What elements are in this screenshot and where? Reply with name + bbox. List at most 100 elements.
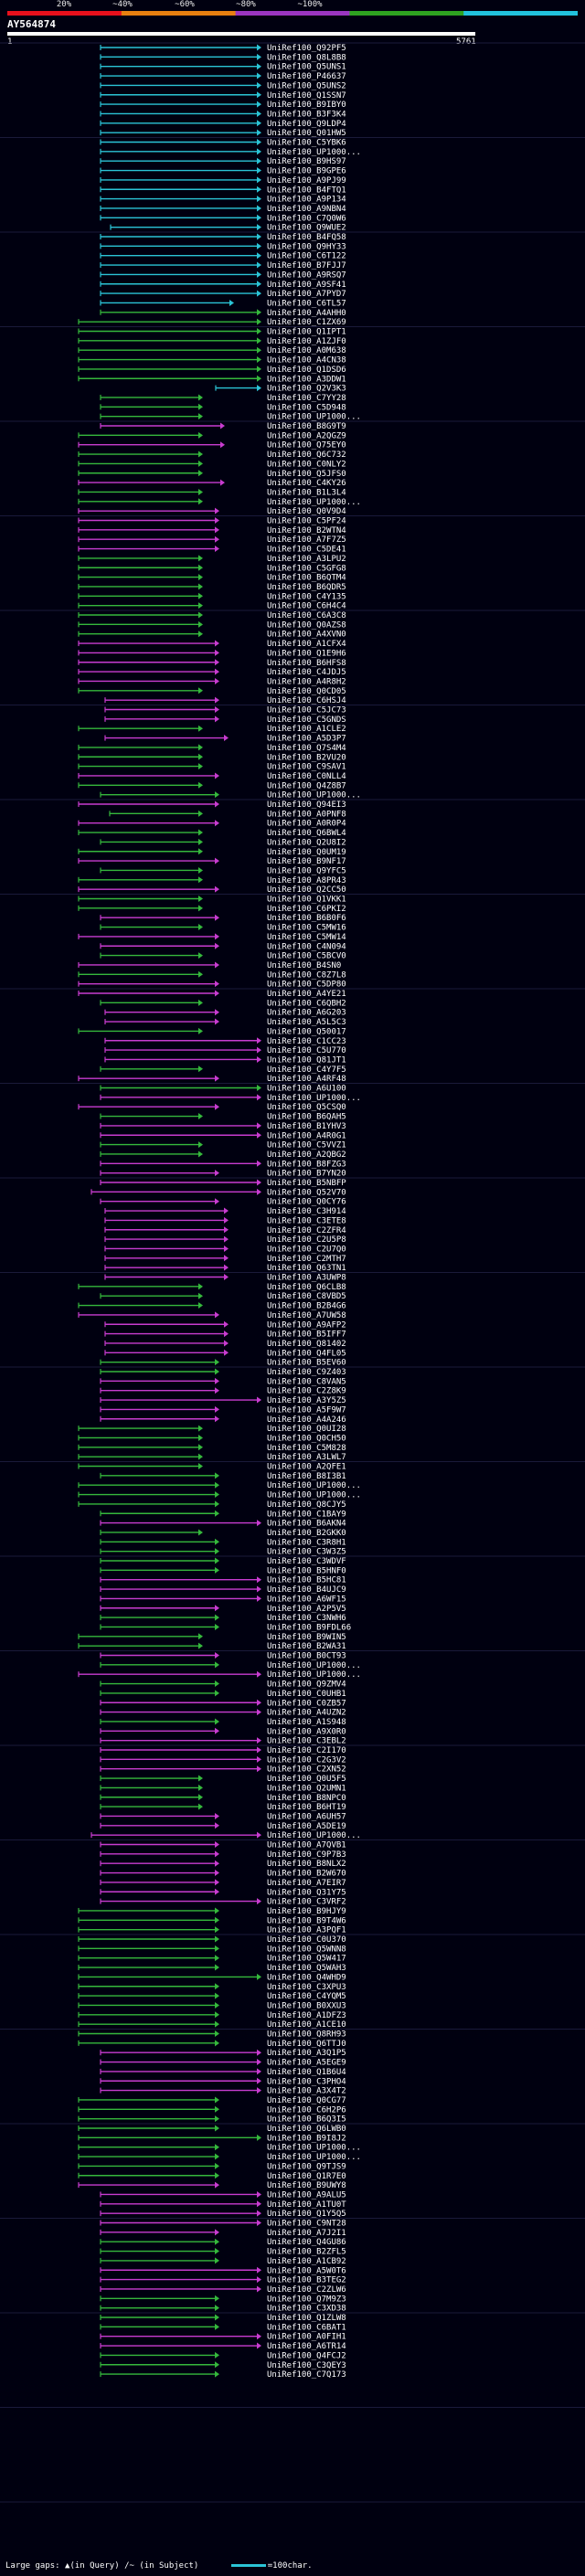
hit-row[interactable]: UniRef100_Q2V3K3 (215, 385, 346, 394)
hit-row[interactable]: UniRef100_Q0CY76 (100, 1198, 346, 1207)
hit-row[interactable]: UniRef100_Q5UNS1 (100, 63, 346, 72)
hit-row[interactable]: UniRef100_Q0V9D4 (78, 507, 346, 516)
hit-row[interactable]: UniRef100_A1ZJF0 (78, 337, 346, 346)
hit-id-label[interactable]: UniRef100_C4YQM5 (267, 1992, 346, 2001)
hit-row[interactable]: UniRef100_A1TU0T (100, 2200, 346, 2210)
hit-id-label[interactable]: UniRef100_A4A246 (267, 1415, 346, 1425)
hit-id-label[interactable]: UniRef100_C5GFG8 (267, 564, 346, 573)
hit-id-label[interactable]: UniRef100_B2ZFL5 (267, 2248, 346, 2257)
hit-id-label[interactable]: UniRef100_B6Q3I5 (267, 2115, 346, 2125)
hit-row[interactable]: UniRef100_C2Z8K9 (100, 1387, 346, 1396)
hit-id-label[interactable]: UniRef100_A3UWP8 (267, 1274, 346, 1283)
hit-id-label[interactable]: UniRef100_B5EV60 (267, 1359, 346, 1368)
hit-row[interactable]: UniRef100_A9ALU5 (100, 2190, 346, 2200)
hit-id-label[interactable]: UniRef100_C3WDVF (267, 1557, 346, 1566)
hit-row[interactable]: UniRef100_Q1B6U4 (100, 2068, 346, 2077)
hit-id-label[interactable]: UniRef100_C2Z8K9 (267, 1387, 346, 1396)
hit-row[interactable]: UniRef100_Q1VKK1 (78, 896, 346, 905)
hit-id-label[interactable]: UniRef100_B2W670 (267, 1870, 346, 1879)
hit-row[interactable]: UniRef100_C7Q0W6 (100, 214, 346, 223)
hit-row[interactable]: UniRef100_A7UW58 (78, 1311, 346, 1320)
hit-id-label[interactable]: UniRef100_A4AHH0 (267, 309, 346, 318)
hit-row[interactable]: UniRef100_UP1000... (100, 413, 361, 422)
hit-id-label[interactable]: UniRef100_C3NWH6 (267, 1614, 346, 1623)
hit-id-label[interactable]: UniRef100_B8FZG3 (267, 1160, 346, 1169)
hit-row[interactable]: UniRef100_Q31Y75 (100, 1888, 346, 1897)
hit-row[interactable]: UniRef100_A3UWP8 (104, 1274, 346, 1283)
hit-id-label[interactable]: UniRef100_B8NPC0 (267, 1794, 346, 1803)
hit-id-label[interactable]: UniRef100_C0NLY2 (267, 460, 346, 469)
hit-id-label[interactable]: UniRef100_Q9ZMV4 (267, 1680, 346, 1690)
hit-id-label[interactable]: UniRef100_Q8CJY5 (267, 1500, 346, 1510)
hit-row[interactable]: UniRef100_UP1000... (78, 1670, 361, 1680)
hit-id-label[interactable]: UniRef100_B6QAH5 (267, 1113, 346, 1122)
hit-row[interactable]: UniRef100_A9PJ99 (100, 176, 346, 186)
hit-id-label[interactable]: UniRef100_Q4Z8B7 (267, 781, 346, 790)
hit-row[interactable]: UniRef100_C6H4C4 (78, 602, 346, 611)
hit-id-label[interactable]: UniRef100_B4FTQ1 (267, 186, 346, 195)
hit-id-label[interactable]: UniRef100_C6TL57 (267, 299, 346, 308)
hit-row[interactable]: UniRef100_C8Z7L8 (78, 970, 346, 980)
hit-row[interactable]: UniRef100_C4JDJ5 (78, 668, 346, 677)
hit-id-label[interactable]: UniRef100_Q2U8I2 (267, 838, 346, 847)
hit-id-label[interactable]: UniRef100_A5DE19 (267, 1822, 346, 1831)
hit-id-label[interactable]: UniRef100_C4JDJ5 (267, 668, 346, 677)
hit-id-label[interactable]: UniRef100_C6QBH2 (267, 999, 346, 1008)
hit-id-label[interactable]: UniRef100_B1YHV3 (267, 1122, 346, 1131)
hit-row[interactable]: UniRef100_C5D948 (100, 403, 346, 412)
hit-row[interactable]: UniRef100_C3W3Z5 (100, 1548, 346, 1557)
hit-id-label[interactable]: UniRef100_UP1000... (267, 1661, 361, 1670)
hit-id-label[interactable]: UniRef100_B2WA31 (267, 1642, 346, 1651)
hit-id-label[interactable]: UniRef100_C9NT28 (267, 2220, 346, 2229)
hit-id-label[interactable]: UniRef100_Q6C732 (267, 451, 346, 460)
hit-row[interactable]: UniRef100_B1YHV3 (100, 1122, 346, 1131)
hit-row[interactable]: UniRef100_B6AKN4 (100, 1520, 346, 1529)
hit-row[interactable]: UniRef100_B2B4G6 (78, 1302, 346, 1311)
hit-row[interactable]: UniRef100_A5D3P7 (104, 735, 346, 744)
hit-id-label[interactable]: UniRef100_Q1SSN7 (267, 91, 346, 101)
hit-row[interactable]: UniRef100_Q94EI3 (78, 800, 346, 810)
hit-row[interactable]: UniRef100_B8I3B1 (100, 1472, 346, 1481)
hit-id-label[interactable]: UniRef100_A1CB92 (267, 2257, 346, 2266)
hit-row[interactable]: UniRef100_A7QVB1 (100, 1841, 346, 1850)
hit-row[interactable]: UniRef100_Q6C732 (78, 451, 346, 460)
hit-id-label[interactable]: UniRef100_Q0CD05 (267, 687, 346, 696)
hit-row[interactable]: UniRef100_A9AFP2 (104, 1320, 346, 1330)
hit-id-label[interactable]: UniRef100_A7F7Z5 (267, 535, 346, 545)
hit-id-label[interactable]: UniRef100_Q1R7E0 (267, 2172, 346, 2181)
hit-row[interactable]: UniRef100_Q6LWB0 (78, 2125, 346, 2134)
hit-row[interactable]: UniRef100_C3QEY3 (100, 2361, 346, 2370)
hit-id-label[interactable]: UniRef100_A3DDW1 (267, 375, 346, 384)
hit-row[interactable]: UniRef100_Q5W417 (78, 1955, 346, 1964)
hit-id-label[interactable]: UniRef100_Q94EI3 (267, 800, 346, 810)
hit-id-label[interactable]: UniRef100_A7J2I1 (267, 2229, 346, 2238)
hit-id-label[interactable]: UniRef100_Q4FCJ2 (267, 2351, 346, 2360)
hit-row[interactable]: UniRef100_A3Y5Z5 (100, 1396, 346, 1405)
hit-id-label[interactable]: UniRef100_A6UH57 (267, 1812, 346, 1821)
hit-row[interactable]: UniRef100_C8VBD5 (100, 1292, 346, 1301)
hit-row[interactable]: UniRef100_C0NLL4 (78, 772, 346, 781)
hit-id-label[interactable]: UniRef100_B8NLX2 (267, 1860, 346, 1869)
hit-id-label[interactable]: UniRef100_B6QDR5 (267, 583, 346, 592)
hit-id-label[interactable]: UniRef100_A4YE21 (267, 990, 346, 999)
hit-row[interactable]: UniRef100_Q9WUE2 (110, 224, 346, 233)
hit-id-label[interactable]: UniRef100_Q1DSD6 (267, 366, 346, 375)
hit-id-label[interactable]: UniRef100_B9GPE6 (267, 167, 346, 176)
hit-id-label[interactable]: UniRef100_Q1ZLW8 (267, 2314, 346, 2323)
hit-id-label[interactable]: UniRef100_UP1000... (267, 1491, 361, 1500)
hit-row[interactable]: UniRef100_Q7M9Z3 (100, 2295, 346, 2304)
hit-row[interactable]: UniRef100_A1CFX4 (78, 640, 346, 649)
hit-id-label[interactable]: UniRef100_C2U7Q0 (267, 1245, 346, 1254)
hit-row[interactable]: UniRef100_B8NPC0 (100, 1794, 346, 1803)
hit-row[interactable]: UniRef100_Q9LDP4 (100, 120, 346, 129)
hit-id-label[interactable]: UniRef100_Q5CSQ0 (267, 1103, 346, 1112)
hit-id-label[interactable]: UniRef100_A3LWL7 (267, 1453, 346, 1462)
hit-id-label[interactable]: UniRef100_C8VAN5 (267, 1377, 346, 1386)
hit-id-label[interactable]: UniRef100_A8PR43 (267, 876, 346, 885)
hit-row[interactable]: UniRef100_A9NBN4 (100, 205, 346, 214)
hit-id-label[interactable]: UniRef100_B6AKN4 (267, 1520, 346, 1529)
hit-id-label[interactable]: UniRef100_C9SAV1 (267, 763, 346, 772)
hit-row[interactable]: UniRef100_A6UH57 (100, 1812, 346, 1821)
hit-row[interactable]: UniRef100_Q9TJS9 (78, 2162, 346, 2171)
hit-row[interactable]: UniRef100_B1L3L4 (78, 488, 346, 497)
